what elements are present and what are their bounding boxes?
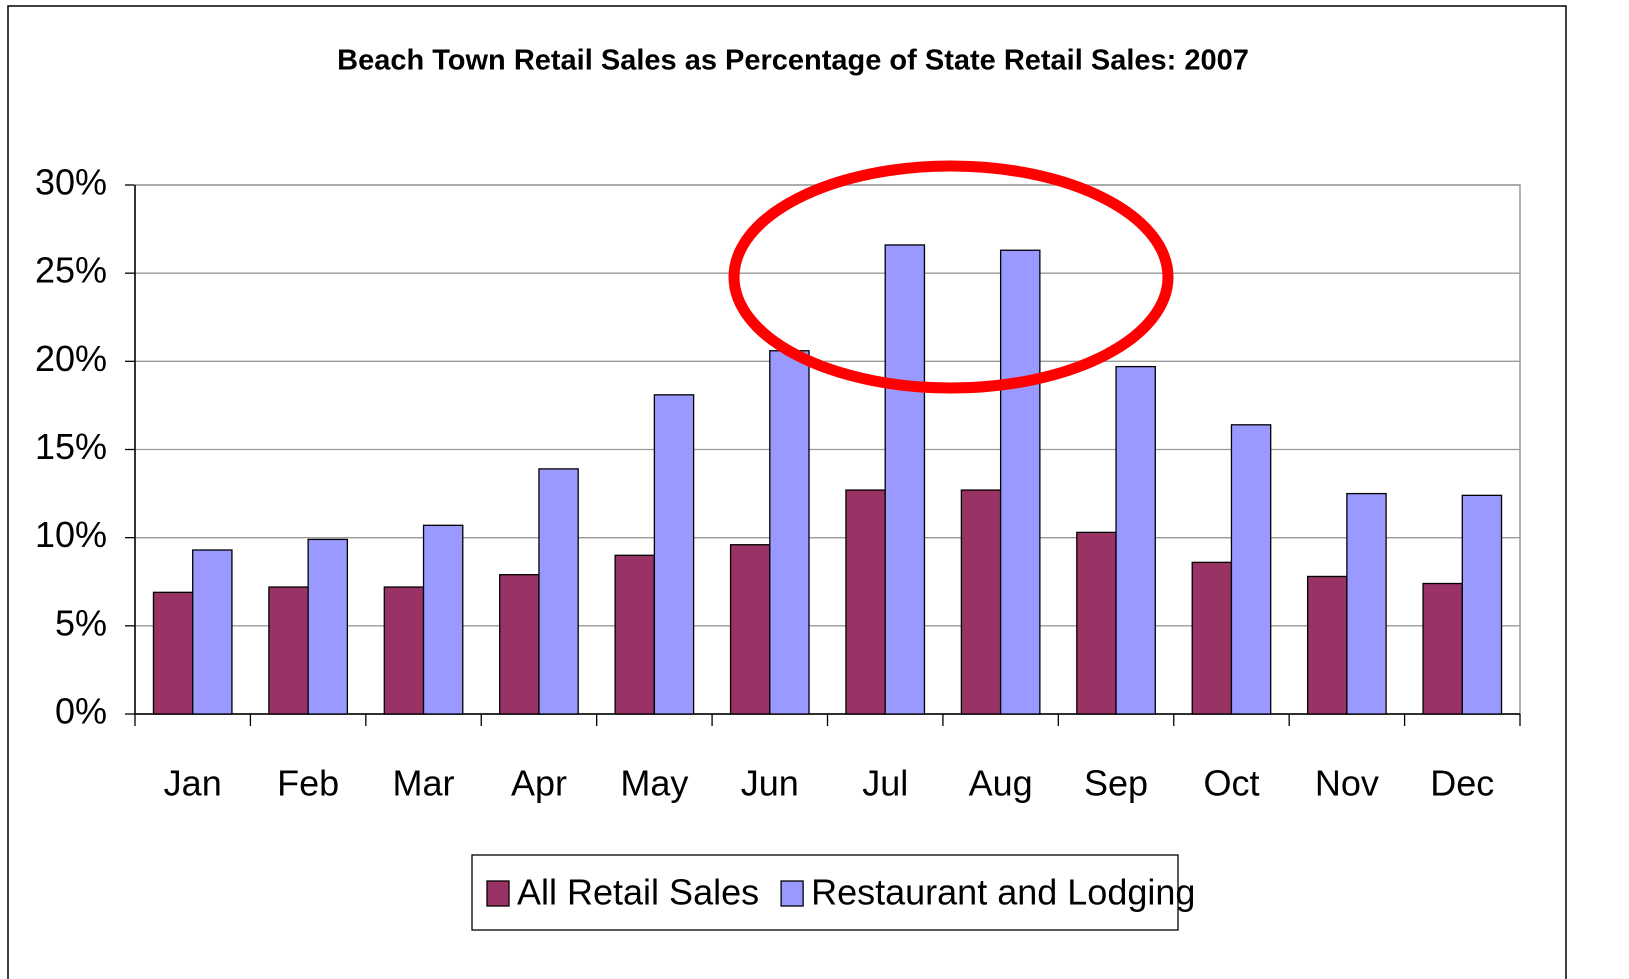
x-tick-label: Apr	[511, 763, 567, 804]
bar	[769, 350, 810, 715]
x-tick-label: Mar	[393, 763, 455, 804]
bar	[1346, 492, 1387, 715]
y-tick-label: 25%	[35, 250, 107, 291]
x-tick-label: Jun	[741, 763, 799, 804]
x-tick-label: Oct	[1203, 763, 1259, 804]
bar	[307, 538, 349, 715]
bar	[845, 489, 886, 715]
legend-label: All Retail Sales	[517, 872, 759, 913]
x-tick-label: Aug	[969, 763, 1033, 804]
bar	[1306, 575, 1348, 715]
bar	[884, 244, 926, 715]
bar	[538, 468, 579, 715]
x-tick-label: May	[620, 763, 688, 804]
bar	[729, 544, 771, 715]
chart-title: Beach Town Retail Sales as Percentage of…	[337, 45, 1249, 77]
y-tick-label: 30%	[35, 162, 107, 203]
x-tick-label: Dec	[1430, 763, 1494, 804]
bar	[152, 591, 194, 715]
bar	[1422, 582, 1463, 715]
bar	[268, 586, 309, 715]
bar	[422, 524, 464, 715]
x-tick-label: Jan	[164, 763, 222, 804]
legend: All Retail Sales Restaurant and Lodging	[471, 854, 1195, 931]
plot-area: 0% 5% 10% 15% 20% 25% 30% Jan Feb Mar Apr May Jun Jul…	[35, 162, 1521, 931]
x-tick-label: Sep	[1084, 763, 1148, 804]
bar	[1230, 424, 1272, 715]
legend-label: Restaurant and Lodging	[811, 872, 1195, 913]
bar	[1115, 365, 1156, 715]
y-tick-label: 20%	[35, 338, 107, 379]
x-tick-label: Feb	[277, 763, 339, 804]
y-tick-label: 5%	[55, 602, 107, 643]
bar	[614, 554, 656, 715]
legend-box	[471, 854, 1179, 931]
highlight-ellipse	[728, 160, 1174, 394]
bar	[1461, 494, 1503, 715]
bar	[499, 574, 540, 715]
legend-swatch	[780, 880, 804, 907]
bar	[383, 586, 425, 715]
bar	[960, 489, 1002, 715]
x-tick-label: Nov	[1315, 763, 1379, 804]
bar	[999, 249, 1041, 715]
x-tick-label: Jul	[862, 763, 908, 804]
y-tick-label: 15%	[35, 426, 107, 467]
y-tick-label: 0%	[55, 691, 107, 732]
bar	[1076, 531, 1117, 715]
bar	[192, 549, 233, 715]
legend-swatch	[486, 880, 510, 907]
bar	[653, 394, 695, 715]
y-tick-label: 10%	[35, 514, 107, 555]
bar	[1191, 561, 1233, 715]
